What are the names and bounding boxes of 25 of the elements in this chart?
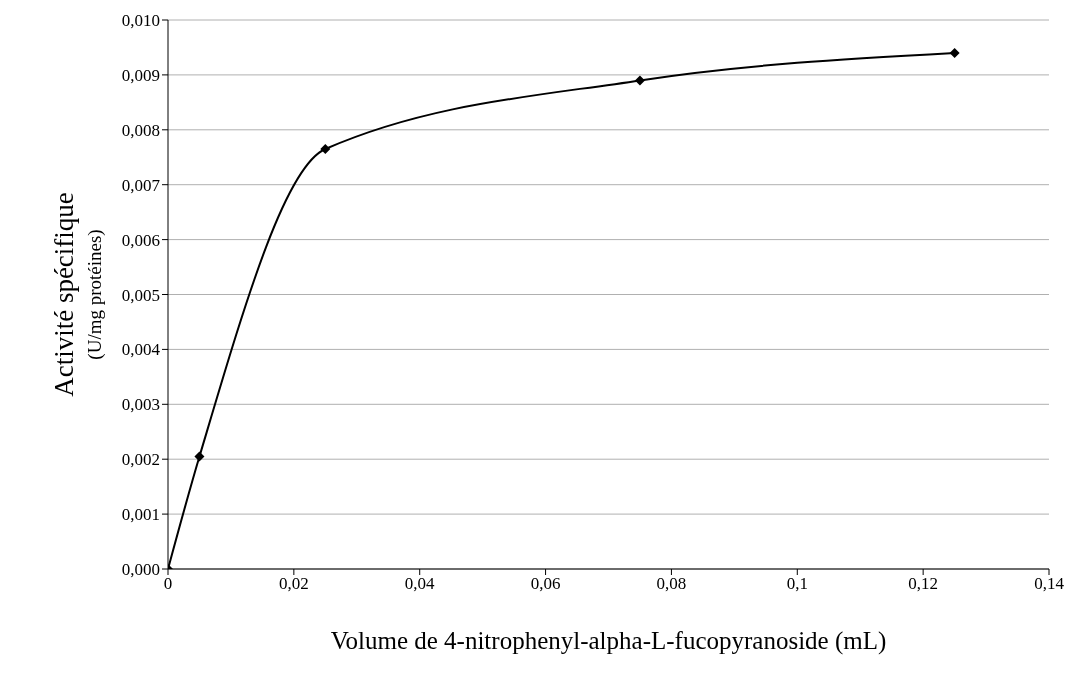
- point: [320, 144, 331, 155]
- y-tick-label: 0,000: [121, 560, 160, 580]
- y-tick-label: 0,006: [121, 230, 160, 250]
- y-tick-label: 0,002: [121, 450, 160, 470]
- point: [634, 75, 645, 86]
- y-tick-label: 0,003: [121, 395, 160, 415]
- x-tick-label: 0,1: [786, 574, 808, 594]
- x-tick-label: 0,04: [404, 574, 436, 594]
- x-tick-label: 0,06: [530, 574, 561, 594]
- y-tick-label: 0,009: [121, 65, 160, 85]
- y-tick-label: 0,008: [121, 120, 160, 140]
- y-axis-title: Activité spécifique (U/mg protéines): [49, 192, 106, 397]
- x-tick-label: 0,12: [908, 574, 939, 594]
- x-axis-title: Volume de 4-nitrophenyl-alpha-L-fucopyranoside (mL): [330, 627, 887, 655]
- y-tick-label: 0,005: [121, 285, 160, 305]
- x-tick-label: 0: [163, 574, 173, 594]
- x-tick-label: 0,08: [656, 574, 687, 594]
- point: [949, 47, 960, 58]
- x-tick-label: 0,14: [1034, 574, 1065, 594]
- y-tick-label: 0,001: [121, 505, 160, 525]
- y-tick-label: 0,007: [121, 175, 161, 195]
- x-tick-label: 0,02: [278, 574, 309, 594]
- y-tick-label: 0,004: [121, 340, 161, 360]
- point: [194, 451, 205, 462]
- y-tick-label: 0,010: [121, 11, 160, 31]
